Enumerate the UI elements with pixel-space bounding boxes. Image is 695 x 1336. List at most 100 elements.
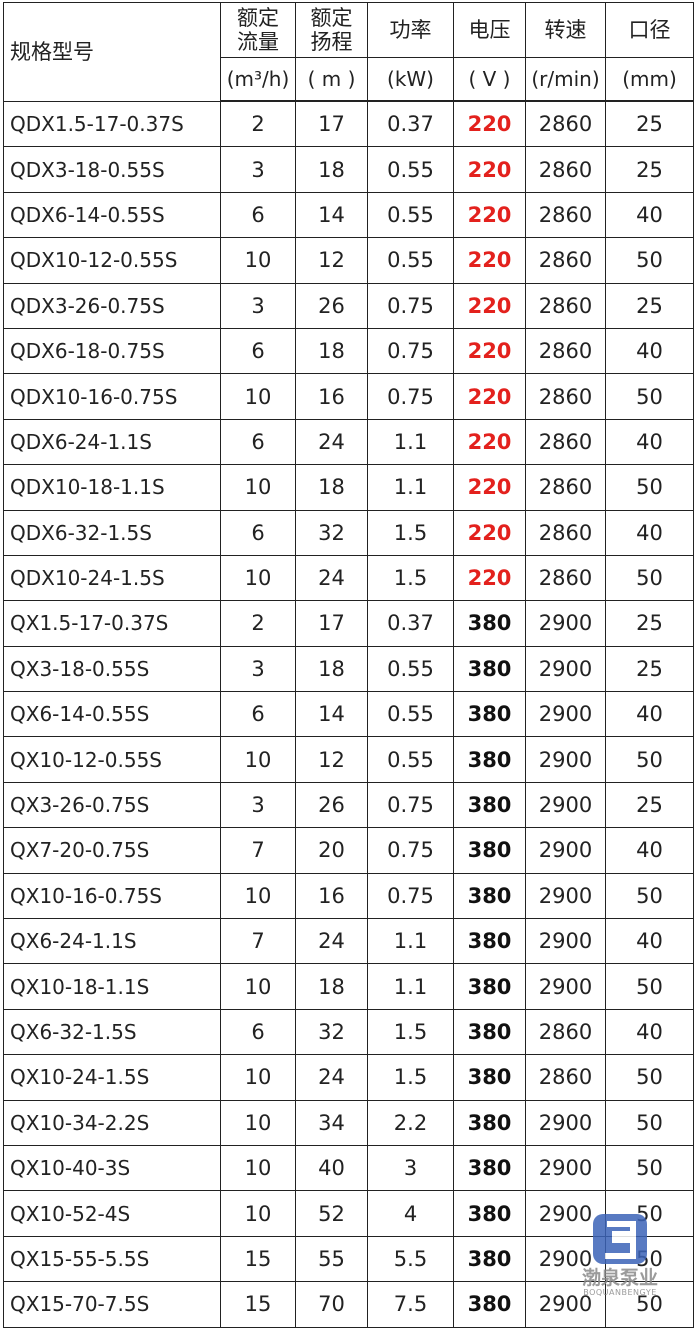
value-cell: 24: [295, 554, 368, 602]
data-row: QX3-26-0.75S 3 26 0.75 380 2900 25: [3, 781, 694, 829]
data-row: QDX1.5-17-0.37S 2 17 0.37 220 2860 25: [3, 100, 694, 148]
value-cell: 10: [220, 963, 296, 1010]
value-cell: 1.1: [367, 963, 454, 1010]
value-cell: 50: [605, 554, 694, 602]
value-cell: 12: [295, 237, 368, 284]
value-cell: 6: [220, 327, 296, 375]
value-cell: 220: [453, 373, 526, 420]
watermark-name: 渤泉泵业: [581, 1267, 658, 1289]
value-cell: 220: [453, 146, 526, 193]
value-cell: 24: [295, 918, 368, 965]
value-cell: 0.75: [367, 781, 454, 829]
value-cell: 2900: [525, 1281, 606, 1328]
data-row: QX6-24-1.1S 7 24 1.1 380 2900 40: [3, 918, 694, 965]
value-cell: 2860: [525, 418, 606, 466]
value-cell: 40: [605, 327, 694, 375]
value-cell: 1.5: [367, 1054, 454, 1101]
data-row: QX10-40-3S 10 40 3 380 2900 50: [3, 1144, 694, 1192]
value-cell: 380: [453, 691, 526, 738]
data-row: QX3-18-0.55S 3 18 0.55 380 2900 25: [3, 645, 694, 693]
value-cell: 2900: [525, 1099, 606, 1146]
value-cell: 3: [220, 645, 296, 693]
value-cell: 3: [220, 282, 296, 329]
column-header-text: 额定流量: [237, 6, 279, 54]
value-cell: 50: [605, 963, 694, 1010]
column-header-text: 电压: [468, 18, 511, 42]
value-cell: 380: [453, 872, 526, 920]
value-cell: 18: [295, 327, 368, 375]
value-cell: 2900: [525, 600, 606, 647]
model-cell: QDX6-14-0.55S: [3, 191, 221, 239]
data-row: QX10-34-2.2S 10 34 2.2 380 2900 50: [3, 1099, 694, 1146]
value-cell: 220: [453, 464, 526, 511]
watermark: 渤泉泵业 BOQUANBENGYE: [570, 1212, 670, 1297]
value-cell: 24: [295, 1054, 368, 1101]
value-cell: 2860: [525, 554, 606, 602]
model-cell: QX10-12-0.55S: [3, 736, 221, 783]
value-cell: 0.37: [367, 100, 454, 148]
value-cell: 2860: [525, 191, 606, 239]
logo: [593, 1214, 647, 1264]
data-row: QX7-20-0.75S 7 20 0.75 380 2900 40: [3, 827, 694, 874]
watermark-latin: BOQUANBENGYE: [583, 1288, 657, 1297]
spec-table: 规格型号 额定流量 额定扬程 功率 电压 转速 口径 (m³/h)( m ) (kW)( V…: [3, 2, 694, 1328]
data-row: QDX10-24-1.5S 10 24 1.5 220 2860 50: [3, 554, 694, 602]
model-cell: QX10-18-1.1S: [3, 963, 221, 1010]
unit-row: (m³/h)( m ) (kW)( V ) (r/min) (mm): [4, 57, 694, 102]
value-cell: 2: [220, 600, 296, 647]
model-cell: QDX6-18-0.75S: [3, 327, 221, 375]
value-cell: 380: [453, 1054, 526, 1101]
value-cell: 10: [220, 237, 296, 284]
header-row: 规格型号 额定流量 额定扬程 功率 电压 转速 口径: [3, 2, 694, 102]
value-cell: 17: [295, 100, 368, 148]
data-row: QX1.5-17-0.37S 2 17 0.37 380 2900 25: [3, 600, 694, 647]
value-cell: 2900: [525, 963, 606, 1010]
value-cell: 220: [453, 100, 526, 148]
column-header: 口径: [605, 2, 694, 58]
value-cell: 14: [295, 191, 368, 239]
value-cell: 50: [605, 464, 694, 511]
value-cell: 3: [367, 1144, 454, 1192]
value-cell: 380: [453, 1008, 526, 1056]
data-row: QDX6-32-1.5S 6 32 1.5 220 2860 40: [3, 509, 694, 556]
value-cell: 0.55: [367, 146, 454, 193]
value-cell: 2860: [525, 1008, 606, 1056]
value-cell: 18: [295, 645, 368, 693]
model-cell: QX10-24-1.5S: [3, 1054, 221, 1101]
value-cell: 1.1: [367, 918, 454, 965]
value-cell: 0.75: [367, 282, 454, 329]
value-cell: 1.5: [367, 1008, 454, 1056]
value-cell: 0.55: [367, 691, 454, 738]
data-row: QDX10-12-0.55S 10 12 0.55 220 2860 50: [3, 237, 694, 284]
value-cell: 6: [220, 691, 296, 738]
column-header: 功率: [367, 2, 454, 58]
data-row: QX10-16-0.75S 10 16 0.75 380 2900 50: [3, 872, 694, 920]
model-cell: QX10-52-4S: [3, 1190, 221, 1237]
model-cell: QDX1.5-17-0.37S: [3, 100, 221, 148]
value-cell: 7: [220, 918, 296, 965]
model-cell: QDX10-12-0.55S: [3, 237, 221, 284]
value-cell: 2900: [525, 872, 606, 920]
value-cell: 2900: [525, 781, 606, 829]
value-cell: 2900: [525, 918, 606, 965]
data-row: QDX6-14-0.55S 6 14 0.55 220 2860 40: [3, 191, 694, 239]
value-cell: 3: [220, 781, 296, 829]
value-cell: 10: [220, 464, 296, 511]
value-cell: 18: [295, 963, 368, 1010]
value-cell: 2860: [525, 146, 606, 193]
value-cell: 40: [605, 827, 694, 874]
value-cell: 20: [295, 827, 368, 874]
model-cell: QX6-14-0.55S: [3, 691, 221, 738]
value-cell: 6: [220, 509, 296, 556]
column-header: 额定扬程: [295, 2, 368, 58]
value-cell: 16: [295, 373, 368, 420]
value-cell: 220: [453, 509, 526, 556]
unit-cell: (m³/h): [220, 57, 296, 102]
value-cell: 2860: [525, 509, 606, 556]
value-cell: 220: [453, 554, 526, 602]
value-cell: 2900: [525, 1144, 606, 1192]
value-cell: 2860: [525, 464, 606, 511]
value-cell: 3: [220, 146, 296, 193]
data-row: QDX10-16-0.75S 10 16 0.75 220 2860 50: [3, 373, 694, 420]
value-cell: 2900: [525, 645, 606, 693]
